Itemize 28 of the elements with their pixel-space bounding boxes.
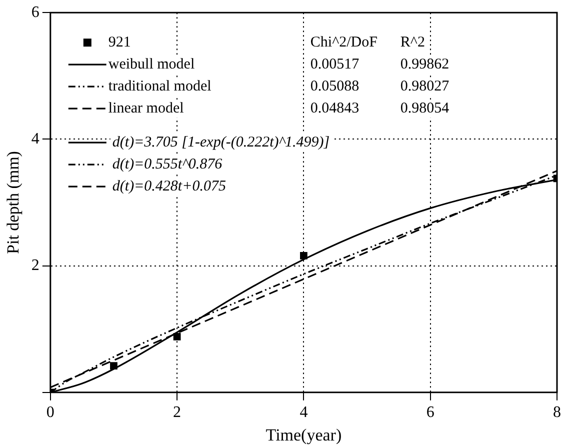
x-tick-label: 2 — [173, 404, 182, 422]
legend-label: weibull model — [108, 56, 195, 73]
legend-label: traditional model — [108, 78, 212, 95]
annotation: Chi^2/DoF — [310, 34, 378, 51]
point — [173, 333, 181, 340]
point — [110, 362, 118, 370]
y-tick-label: 2 — [31, 257, 40, 274]
annotation: 0.99862 — [400, 56, 450, 73]
annotation: 0.98027 — [400, 78, 450, 95]
annotation: 0.00517 — [310, 56, 360, 73]
y-tick-label: 4 — [31, 130, 40, 148]
x-axis-title: Time(year) — [266, 425, 342, 444]
y-tick-label: 6 — [31, 4, 40, 21]
x-tick-label: 0 — [46, 404, 54, 422]
y-axis-title: Pit depth (mm) — [4, 151, 23, 254]
x-tick-label: 6 — [426, 404, 434, 422]
annotation: 0.04843 — [310, 100, 360, 117]
x-tick-label: 8 — [553, 404, 561, 422]
annotation: d(t)=0.555t^0.876 — [112, 156, 223, 173]
annotation: 0.98054 — [400, 100, 450, 117]
annotation: d(t)=0.428t+0.075 — [112, 178, 226, 195]
legend-label: linear model — [108, 100, 184, 117]
x-tick-label: 4 — [300, 404, 308, 422]
point — [300, 252, 308, 260]
annotation: R^2 — [400, 34, 425, 51]
annotation: d(t)=3.705 [1-exp(-(0.222t)^1.499)] — [112, 134, 330, 151]
legend-label: 921 — [108, 34, 131, 51]
annotation: 0.05088 — [310, 78, 360, 95]
